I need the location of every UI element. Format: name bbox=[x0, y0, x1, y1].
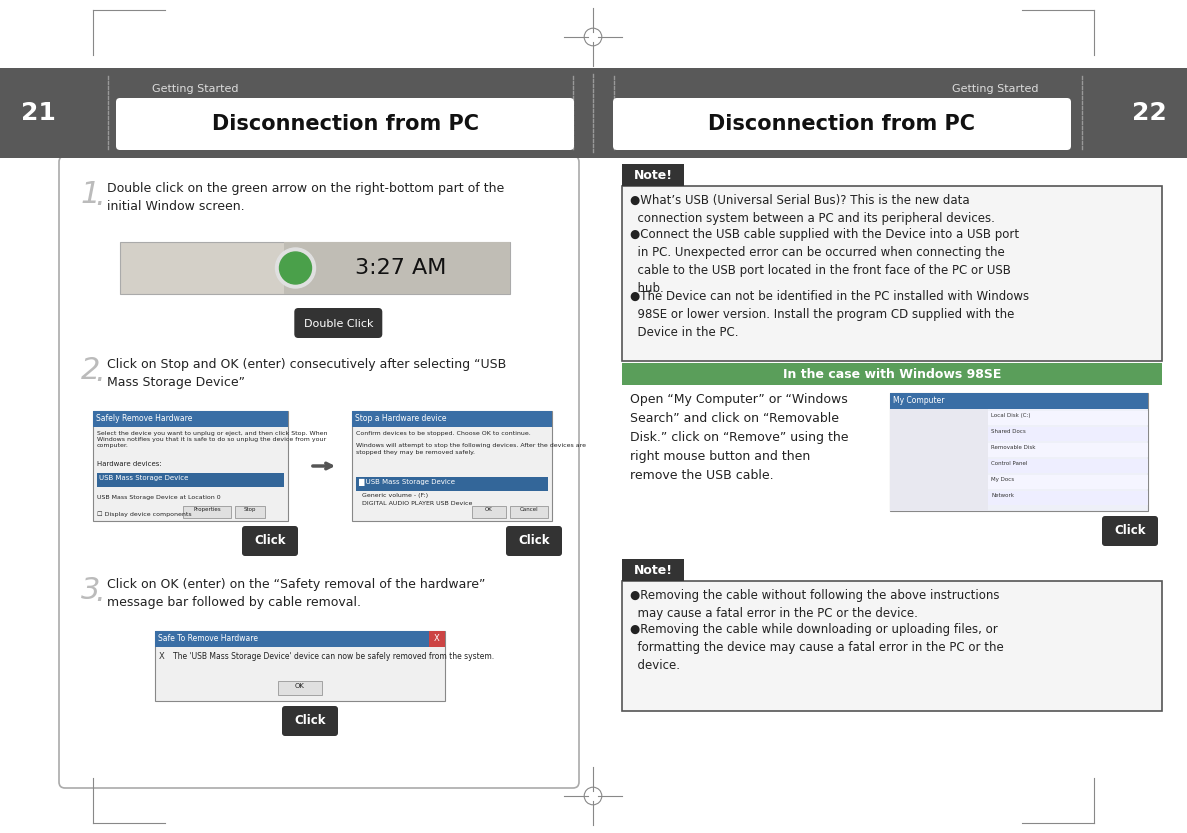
Text: Double click on the green arrow on the right-bottom part of the
initial Window s: Double click on the green arrow on the r… bbox=[107, 182, 504, 213]
Text: ●Connect the USB cable supplied with the Device into a USB port
  in PC. Unexpec: ●Connect the USB cable supplied with the… bbox=[630, 228, 1020, 295]
Text: USB Mass Storage Device: USB Mass Storage Device bbox=[99, 475, 189, 481]
FancyBboxPatch shape bbox=[283, 706, 338, 736]
Bar bbox=[93, 411, 288, 521]
Bar bbox=[155, 631, 445, 701]
Text: ●The Device can not be identified in the PC installed with Windows
  98SE or low: ●The Device can not be identified in the… bbox=[630, 290, 1029, 339]
Text: Click on Stop and OK (enter) consecutively after selecting “USB
Mass Storage Dev: Click on Stop and OK (enter) consecutive… bbox=[107, 358, 506, 389]
Text: Properties: Properties bbox=[193, 507, 221, 512]
Text: Removable Disk: Removable Disk bbox=[991, 445, 1035, 450]
Text: Confirm devices to be stopped. Choose OK to continue.

Windows will attempt to s: Confirm devices to be stopped. Choose OK… bbox=[356, 431, 586, 455]
Bar bbox=[235, 506, 265, 518]
Bar bbox=[988, 459, 1148, 473]
FancyBboxPatch shape bbox=[1102, 516, 1159, 546]
Text: .: . bbox=[95, 358, 104, 387]
Text: Stop a Hardware device: Stop a Hardware device bbox=[355, 414, 446, 423]
Text: Select the device you want to unplug or eject, and then click Stop. When
Windows: Select the device you want to unplug or … bbox=[97, 431, 328, 448]
Text: OK: OK bbox=[296, 683, 305, 689]
Text: Safe To Remove Hardware: Safe To Remove Hardware bbox=[158, 634, 258, 643]
Text: Stop: Stop bbox=[243, 507, 256, 512]
Bar bbox=[510, 506, 548, 518]
Text: 2: 2 bbox=[81, 356, 101, 385]
Text: 1: 1 bbox=[81, 180, 101, 209]
Text: Open “My Computer” or “Windows
Search” and click on “Removable
Disk.” click on “: Open “My Computer” or “Windows Search” a… bbox=[630, 393, 849, 482]
Bar bbox=[622, 363, 1162, 385]
Circle shape bbox=[275, 248, 316, 288]
Bar bbox=[356, 477, 548, 491]
Bar bbox=[353, 411, 552, 427]
Text: X: X bbox=[159, 652, 165, 661]
Text: Double Click: Double Click bbox=[304, 319, 373, 329]
Text: Generic volume - (F:): Generic volume - (F:) bbox=[358, 493, 429, 498]
FancyBboxPatch shape bbox=[116, 98, 575, 150]
Text: Shared Docs: Shared Docs bbox=[991, 429, 1026, 434]
Bar bbox=[622, 186, 1162, 361]
Bar bbox=[988, 475, 1148, 489]
Text: ☐ Display device components: ☐ Display device components bbox=[97, 511, 191, 516]
Text: Note!: Note! bbox=[634, 168, 673, 182]
Text: Getting Started: Getting Started bbox=[152, 84, 239, 94]
Text: My Computer: My Computer bbox=[893, 396, 945, 405]
Bar bbox=[622, 164, 684, 186]
Text: Click: Click bbox=[519, 535, 550, 547]
Text: 3:27 AM: 3:27 AM bbox=[355, 258, 446, 278]
Text: Local Disk (C:): Local Disk (C:) bbox=[991, 413, 1030, 418]
Bar bbox=[472, 506, 506, 518]
Bar bbox=[278, 681, 322, 695]
Bar bbox=[183, 506, 231, 518]
Text: Cancel: Cancel bbox=[520, 507, 539, 512]
Bar bbox=[120, 242, 510, 294]
Bar bbox=[622, 581, 1162, 711]
Bar bbox=[429, 631, 445, 647]
Text: My Docs: My Docs bbox=[991, 477, 1014, 482]
Bar bbox=[890, 409, 988, 511]
Text: X: X bbox=[434, 634, 440, 643]
Text: Click: Click bbox=[254, 535, 286, 547]
Bar bbox=[890, 393, 1148, 409]
Text: Getting Started: Getting Started bbox=[952, 84, 1037, 94]
Bar bbox=[622, 559, 684, 581]
Text: █ USB Mass Storage Device: █ USB Mass Storage Device bbox=[358, 479, 455, 486]
Text: Control Panel: Control Panel bbox=[991, 461, 1028, 466]
Bar bbox=[284, 242, 510, 294]
Text: Disconnection from PC: Disconnection from PC bbox=[709, 114, 976, 134]
Bar bbox=[97, 473, 284, 487]
FancyBboxPatch shape bbox=[294, 308, 382, 338]
FancyBboxPatch shape bbox=[612, 98, 1071, 150]
Text: Click: Click bbox=[1115, 525, 1145, 537]
Text: USB Mass Storage Device at Location 0: USB Mass Storage Device at Location 0 bbox=[97, 495, 221, 500]
Text: .: . bbox=[95, 578, 104, 607]
Text: Click on OK (enter) on the “Safety removal of the hardware”
message bar followed: Click on OK (enter) on the “Safety remov… bbox=[107, 578, 485, 609]
Bar bbox=[988, 443, 1148, 457]
Text: 22: 22 bbox=[1131, 101, 1167, 125]
Bar bbox=[353, 411, 552, 521]
Text: In the case with Windows 98SE: In the case with Windows 98SE bbox=[782, 367, 1001, 381]
Text: OK: OK bbox=[485, 507, 493, 512]
Text: 3: 3 bbox=[81, 576, 101, 605]
FancyBboxPatch shape bbox=[506, 526, 561, 556]
Bar bbox=[890, 393, 1148, 511]
Text: Click: Click bbox=[294, 715, 325, 727]
Text: The 'USB Mass Storage Device' device can now be safely removed from the system.: The 'USB Mass Storage Device' device can… bbox=[173, 652, 494, 661]
Circle shape bbox=[279, 252, 311, 284]
Bar bbox=[988, 491, 1148, 505]
Text: Note!: Note! bbox=[634, 563, 673, 576]
Bar bbox=[155, 631, 445, 647]
Bar bbox=[93, 411, 288, 427]
FancyBboxPatch shape bbox=[242, 526, 298, 556]
FancyBboxPatch shape bbox=[59, 156, 579, 788]
Text: 21: 21 bbox=[20, 101, 56, 125]
Text: Hardware devices:: Hardware devices: bbox=[97, 461, 161, 467]
Text: ●Removing the cable without following the above instructions
  may cause a fatal: ●Removing the cable without following th… bbox=[630, 589, 999, 620]
Text: DIGITAL AUDIO PLAYER USB Device: DIGITAL AUDIO PLAYER USB Device bbox=[358, 501, 472, 506]
Text: Network: Network bbox=[991, 493, 1014, 498]
Text: ●What’s USB (Universal Serial Bus)? This is the new data
  connection system bet: ●What’s USB (Universal Serial Bus)? This… bbox=[630, 194, 995, 225]
Text: Disconnection from PC: Disconnection from PC bbox=[211, 114, 478, 134]
Bar bbox=[0, 68, 1187, 158]
Bar bbox=[988, 427, 1148, 441]
Bar bbox=[988, 411, 1148, 425]
Text: ●Removing the cable while downloading or uploading files, or
  formatting the de: ●Removing the cable while downloading or… bbox=[630, 623, 1004, 672]
Text: .: . bbox=[95, 182, 104, 211]
Text: Safely Remove Hardware: Safely Remove Hardware bbox=[96, 414, 192, 423]
